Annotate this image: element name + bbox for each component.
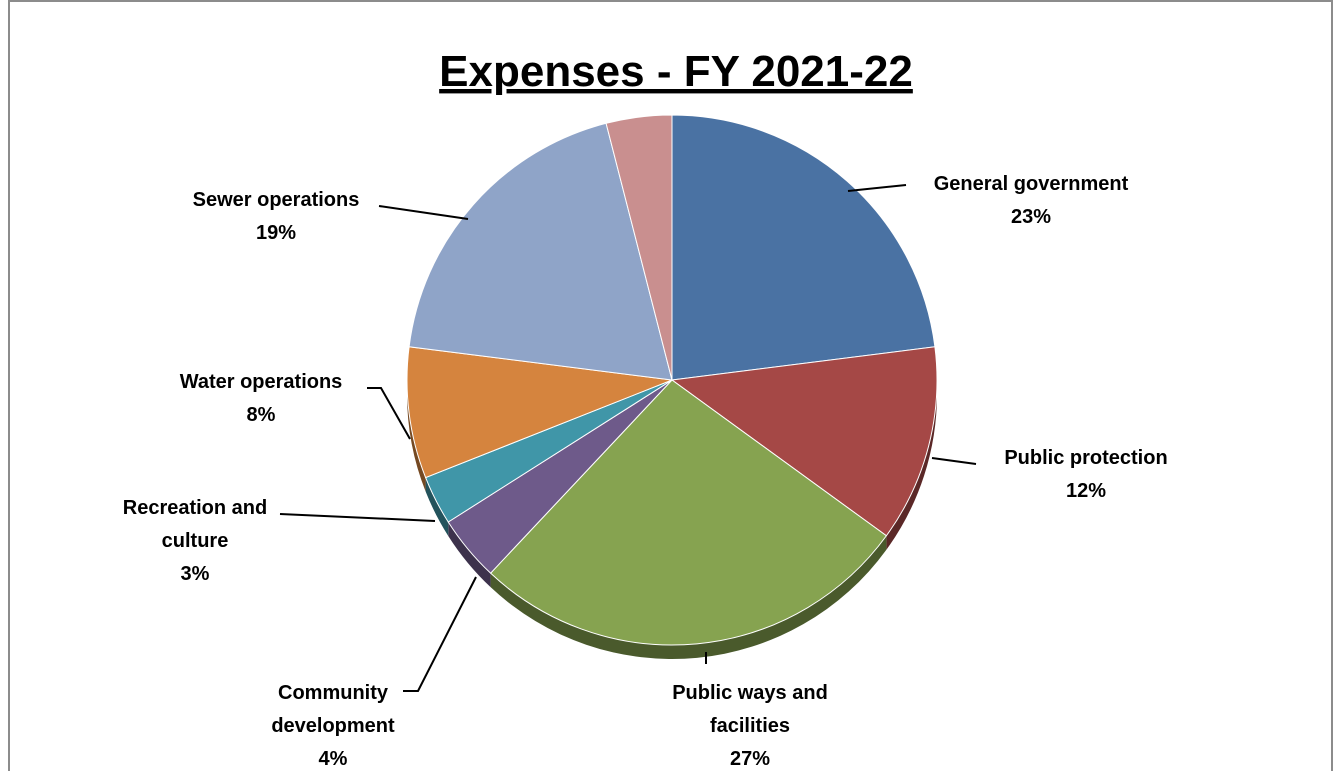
leader-line-public-protection [931, 457, 977, 465]
slice-label-community-development: Community development 4% [271, 682, 395, 770]
pie-slice-general-government [671, 114, 936, 381]
slice-label-recreation-and-culture: Recreation and culture 3% [123, 497, 267, 585]
pie-slice-public-ways-and-facilities [489, 379, 888, 646]
slice-label-public-ways-and-facilities: Public ways and facilities 27% [672, 682, 828, 770]
slice-label-general-government: General government 23% [934, 173, 1129, 228]
pie-chart: Expenses - FY 2021-22 General government… [123, 47, 1168, 770]
pie-slice-unlabeled [605, 114, 673, 381]
pie-slice-depth-community-development [448, 521, 491, 588]
pie-slice-depth-public-ways-and-facilities [490, 535, 887, 660]
leader-line-water-operations [367, 387, 411, 440]
chart-frame: Expenses - FY 2021-22 General government… [8, 0, 1333, 771]
pie-slice-depth-public-protection [886, 380, 937, 550]
pie-slice-public-protection [670, 346, 938, 537]
leader-line-recreation-and-culture [279, 513, 436, 522]
pie-slice-depth-recreation-and-culture [425, 477, 449, 536]
pie-slice-water-operations [406, 346, 673, 479]
pie-slice-depth-water-operations [407, 380, 426, 492]
leader-line-community-development [403, 576, 477, 692]
slice-label-sewer-operations: Sewer operations 19% [193, 189, 360, 244]
leader-line-sewer-operations [378, 205, 469, 220]
chart-title: Expenses - FY 2021-22 [439, 47, 913, 96]
slice-label-public-protection: Public protection 12% [1004, 447, 1167, 502]
leader-line-general-government [847, 184, 907, 192]
pie-slice-sewer-operations [408, 122, 673, 381]
slice-label-water-operations: Water operations 8% [180, 371, 343, 426]
